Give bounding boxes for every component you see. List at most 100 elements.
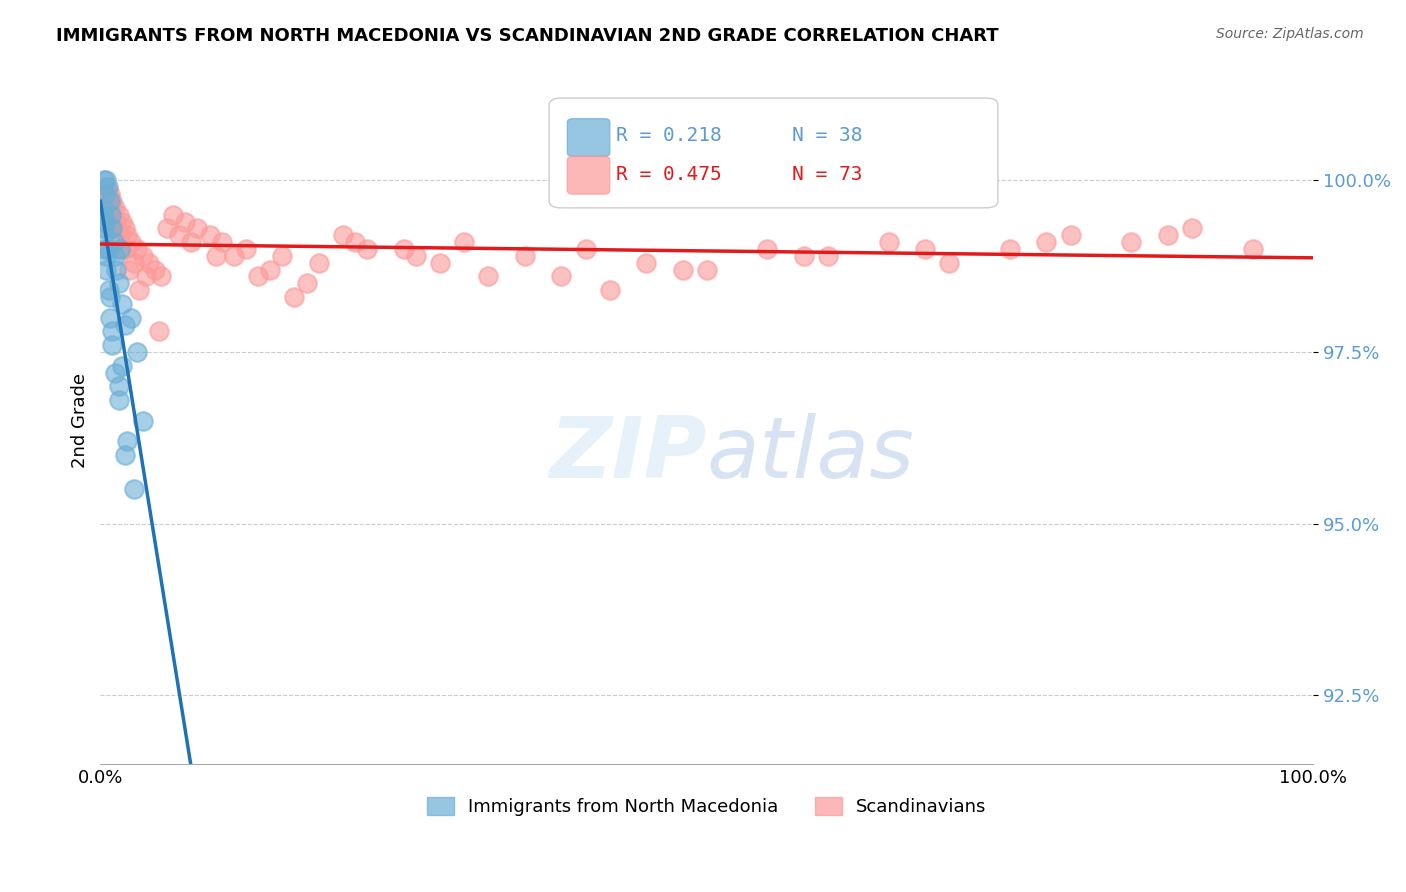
Point bbox=[108, 242, 131, 256]
Point bbox=[271, 249, 294, 263]
Point bbox=[100, 201, 122, 215]
Point bbox=[124, 256, 146, 270]
Point bbox=[98, 290, 121, 304]
Point bbox=[513, 249, 536, 263]
Point bbox=[93, 173, 115, 187]
Point bbox=[204, 249, 226, 263]
Point bbox=[101, 325, 124, 339]
Text: atlas: atlas bbox=[707, 414, 915, 497]
Point bbox=[138, 256, 160, 270]
Point bbox=[671, 262, 693, 277]
Point bbox=[91, 208, 114, 222]
Point bbox=[115, 434, 138, 449]
Point bbox=[167, 228, 190, 243]
Point bbox=[222, 249, 245, 263]
Point bbox=[877, 235, 900, 249]
Text: IMMIGRANTS FROM NORTH MACEDONIA VS SCANDINAVIAN 2ND GRADE CORRELATION CHART: IMMIGRANTS FROM NORTH MACEDONIA VS SCAND… bbox=[56, 27, 998, 45]
Point bbox=[96, 173, 118, 187]
Text: Source: ZipAtlas.com: Source: ZipAtlas.com bbox=[1216, 27, 1364, 41]
Point bbox=[115, 228, 138, 243]
Point bbox=[96, 262, 118, 277]
Legend: Immigrants from North Macedonia, Scandinavians: Immigrants from North Macedonia, Scandin… bbox=[420, 789, 994, 823]
Point bbox=[110, 242, 132, 256]
Point bbox=[636, 256, 658, 270]
Point bbox=[107, 392, 129, 407]
Point bbox=[120, 310, 142, 325]
Point bbox=[1157, 228, 1180, 243]
Point bbox=[103, 221, 125, 235]
Point bbox=[148, 325, 170, 339]
Point bbox=[107, 379, 129, 393]
Point bbox=[97, 201, 120, 215]
Point bbox=[429, 256, 451, 270]
Point bbox=[308, 256, 330, 270]
Point bbox=[405, 249, 427, 263]
Text: R = 0.475: R = 0.475 bbox=[616, 165, 721, 185]
Point bbox=[93, 228, 115, 243]
Point bbox=[94, 242, 117, 256]
Point bbox=[599, 283, 621, 297]
Point bbox=[94, 214, 117, 228]
Text: R = 0.218: R = 0.218 bbox=[616, 127, 721, 145]
Point bbox=[1060, 228, 1083, 243]
Point bbox=[91, 201, 114, 215]
Point bbox=[150, 269, 173, 284]
Point bbox=[96, 180, 118, 194]
Point bbox=[135, 269, 157, 284]
Point bbox=[111, 359, 134, 373]
Point bbox=[356, 242, 378, 256]
Point bbox=[295, 277, 318, 291]
Point bbox=[143, 262, 166, 277]
Point bbox=[1181, 221, 1204, 235]
Point bbox=[332, 228, 354, 243]
Point bbox=[111, 214, 134, 228]
Point bbox=[104, 249, 127, 263]
Point bbox=[998, 242, 1021, 256]
Point bbox=[1035, 235, 1057, 249]
Point bbox=[477, 269, 499, 284]
Point bbox=[97, 283, 120, 297]
Point bbox=[103, 235, 125, 249]
Point bbox=[97, 187, 120, 202]
Point bbox=[550, 269, 572, 284]
Point bbox=[111, 297, 134, 311]
Point bbox=[756, 242, 779, 256]
Point bbox=[125, 345, 148, 359]
Point bbox=[162, 208, 184, 222]
Point bbox=[118, 262, 141, 277]
Point bbox=[392, 242, 415, 256]
Point bbox=[98, 310, 121, 325]
FancyBboxPatch shape bbox=[568, 156, 610, 194]
Point bbox=[93, 221, 115, 235]
Point bbox=[696, 262, 718, 277]
Point bbox=[793, 249, 815, 263]
Point bbox=[104, 366, 127, 380]
Point bbox=[211, 235, 233, 249]
Point bbox=[114, 221, 136, 235]
Point bbox=[198, 228, 221, 243]
Point bbox=[574, 242, 596, 256]
Point bbox=[914, 242, 936, 256]
Point bbox=[1241, 242, 1264, 256]
Point bbox=[114, 318, 136, 332]
Point bbox=[105, 214, 128, 228]
Point bbox=[97, 242, 120, 256]
FancyBboxPatch shape bbox=[568, 119, 610, 156]
Point bbox=[125, 242, 148, 256]
Point bbox=[107, 208, 129, 222]
Point bbox=[938, 256, 960, 270]
Text: N = 73: N = 73 bbox=[792, 165, 862, 185]
Point bbox=[186, 221, 208, 235]
Point bbox=[1121, 235, 1143, 249]
Point bbox=[344, 235, 367, 249]
Point bbox=[817, 249, 839, 263]
Point bbox=[97, 180, 120, 194]
Point bbox=[101, 194, 124, 208]
Point bbox=[259, 262, 281, 277]
Point bbox=[283, 290, 305, 304]
Point bbox=[108, 228, 131, 243]
Y-axis label: 2nd Grade: 2nd Grade bbox=[72, 373, 89, 468]
Point bbox=[114, 242, 136, 256]
Text: N = 38: N = 38 bbox=[792, 127, 862, 145]
Point bbox=[132, 249, 155, 263]
